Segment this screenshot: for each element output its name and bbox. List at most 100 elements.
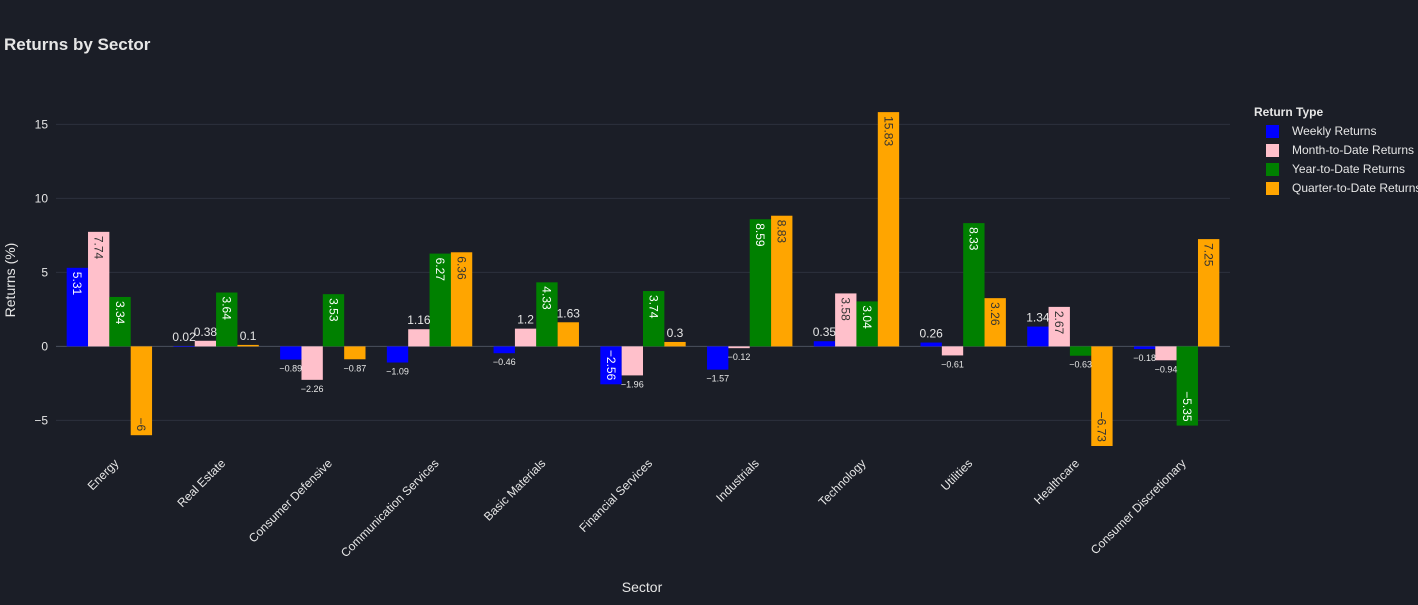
data-label: 7.25 — [1201, 243, 1215, 267]
data-label: −0.87 — [343, 363, 366, 373]
bars — [66, 112, 1220, 447]
data-label: 6.36 — [454, 256, 468, 280]
legend-item-label: Quarter-to-Date Returns — [1292, 181, 1418, 195]
bar — [514, 328, 537, 347]
data-label: 6.27 — [433, 258, 447, 282]
x-axis-title: Sector — [622, 579, 663, 595]
data-label: −6 — [134, 418, 148, 432]
bar — [173, 346, 195, 347]
bar — [280, 346, 302, 360]
legend: Return Type Weekly Returns Month-to-Date … — [1254, 105, 1418, 195]
data-label: 4.33 — [540, 286, 554, 310]
bar — [1069, 346, 1092, 356]
data-label: 1.63 — [557, 306, 581, 320]
data-label: 3.26 — [988, 302, 1002, 326]
legend-swatch — [1266, 163, 1279, 176]
legend-swatch — [1266, 182, 1279, 195]
data-label: −0.63 — [1069, 360, 1092, 370]
bar — [1176, 346, 1198, 426]
data-label: 5.31 — [70, 272, 84, 296]
y-axis-title: Returns (%) — [2, 243, 18, 318]
data-label: 1.16 — [407, 313, 431, 327]
bar — [621, 346, 643, 376]
bar — [88, 231, 110, 347]
bar — [130, 346, 153, 436]
data-label: 8.33 — [967, 227, 981, 251]
bar — [664, 341, 686, 347]
bar — [66, 267, 89, 347]
legend-item-label: Month-to-Date Returns — [1292, 143, 1414, 157]
bar — [1048, 306, 1070, 347]
data-label: −2.26 — [301, 384, 324, 394]
bar — [322, 294, 345, 347]
data-label: −0.12 — [728, 352, 751, 362]
bar — [1091, 346, 1113, 447]
data-label: −5.35 — [1180, 391, 1194, 422]
data-label: 2.67 — [1052, 311, 1066, 335]
bar — [877, 112, 900, 347]
bar — [941, 346, 964, 356]
bar — [835, 293, 857, 347]
bar — [728, 346, 750, 349]
data-label: −0.94 — [1155, 364, 1178, 374]
bar — [344, 346, 366, 360]
legend-swatch — [1266, 144, 1279, 157]
y-tick-label: 10 — [35, 191, 49, 205]
bar — [216, 292, 238, 347]
bar — [963, 223, 985, 347]
data-label: 15.83 — [881, 116, 895, 146]
data-label: −0.18 — [1133, 353, 1156, 363]
bar — [600, 346, 622, 385]
bar — [557, 322, 579, 347]
legend-item-label: Weekly Returns — [1292, 124, 1376, 138]
data-label: 3.04 — [860, 305, 874, 329]
bar — [1133, 346, 1156, 350]
data-label: −1.57 — [706, 374, 729, 384]
bar — [450, 252, 473, 347]
bar — [386, 346, 409, 363]
data-label: 1.2 — [517, 313, 534, 327]
y-tick-label: −5 — [34, 413, 48, 427]
y-tick-label: 0 — [41, 339, 48, 353]
bar — [771, 215, 793, 347]
data-label: 3.53 — [326, 298, 340, 322]
data-label: 0.1 — [240, 329, 257, 343]
data-label: 0.26 — [919, 327, 943, 341]
data-label: 0.38 — [194, 325, 218, 339]
y-tick-label: 15 — [35, 117, 49, 131]
legend-swatch — [1266, 125, 1279, 138]
bar — [1155, 346, 1177, 361]
data-label: 0.3 — [667, 326, 684, 340]
bar — [643, 291, 665, 347]
legend-title: Return Type — [1254, 105, 1323, 119]
legend-item-label: Year-to-Date Returns — [1292, 162, 1405, 176]
bar — [194, 340, 217, 347]
data-label: 3.58 — [839, 297, 853, 321]
bar — [707, 346, 729, 370]
bar — [1027, 326, 1049, 347]
data-label: −2.56 — [604, 350, 618, 381]
data-label: −1.09 — [386, 367, 409, 377]
bar — [1197, 239, 1220, 347]
data-label: 1.34 — [1026, 311, 1050, 325]
data-label: 3.74 — [646, 295, 660, 319]
data-label: 0.02 — [172, 330, 196, 344]
bar — [813, 341, 836, 347]
y-tick-label: 5 — [41, 265, 48, 279]
data-label: −6.73 — [1095, 412, 1109, 443]
bar — [920, 342, 942, 347]
bar — [856, 301, 878, 347]
bar — [429, 253, 451, 347]
bar — [109, 296, 131, 347]
bar — [237, 344, 259, 347]
data-label: 3.64 — [220, 297, 234, 321]
data-label: 7.74 — [91, 236, 105, 260]
bar — [301, 346, 323, 380]
bar — [536, 282, 558, 347]
bar — [749, 219, 772, 347]
data-label: −1.96 — [621, 379, 644, 389]
data-labels: 5.31 0.02 −0.89 −1.09 −0.46 −2.56 −1.57 0.35 0.2… — [70, 116, 1215, 442]
bar — [984, 298, 1006, 347]
